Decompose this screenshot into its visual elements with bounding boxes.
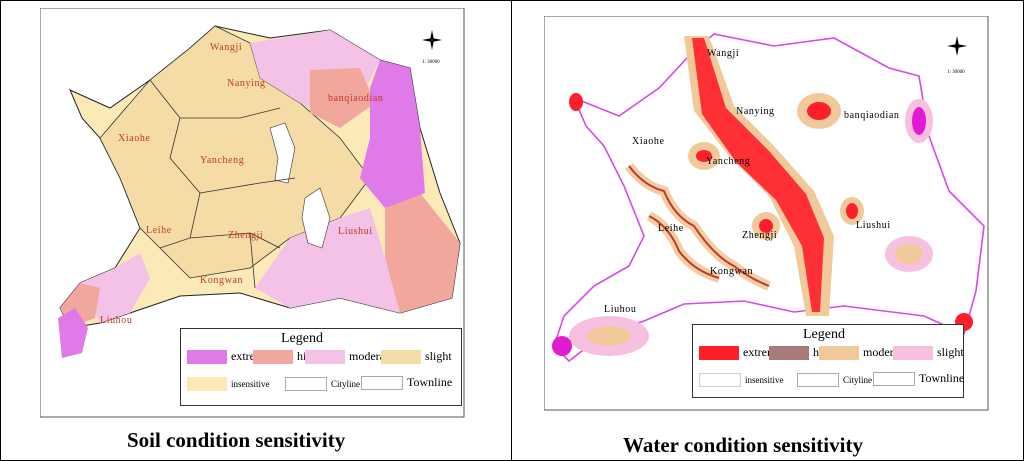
town-label: Liuhou [100, 315, 133, 326]
town-label: Kongwan [200, 275, 243, 286]
map-scale: 1: 30000 [422, 60, 440, 65]
legend-title: Legend [803, 327, 845, 342]
legend-swatch [893, 345, 933, 360]
town-label: Zhengji [742, 230, 777, 241]
legend-cityline: Cityline [797, 373, 872, 387]
patch-extreme [807, 102, 831, 120]
town-label: Leihe [658, 223, 684, 234]
river-channel [628, 165, 770, 287]
legend-title: Legend [281, 331, 323, 346]
legend-swatch [873, 371, 915, 386]
town-label: Yancheng [706, 156, 750, 167]
legend-swatch [819, 345, 859, 360]
patch-extreme [912, 107, 926, 135]
town-label: Liushui [338, 226, 373, 237]
region-extreme-east [360, 60, 425, 208]
map-scale: 1: 30000 [947, 70, 965, 75]
water-body [301, 187, 331, 249]
town-label: Kongwan [710, 266, 753, 277]
legend-cityline: Cityline [285, 377, 360, 391]
legend-swatch [253, 349, 293, 364]
town-label: banqiaodian [328, 93, 383, 104]
town-label: Leihe [146, 225, 172, 236]
town-label: Liuhou [604, 304, 637, 315]
town-label: Xiaohe [632, 136, 664, 147]
patch-extreme [696, 150, 712, 162]
region-high-east [385, 193, 460, 313]
soil-legend: Legend extreme high moderate slight inse… [180, 328, 462, 406]
legend-swatch [285, 377, 327, 391]
region-extreme-west [58, 308, 88, 358]
panel-divider [511, 0, 512, 461]
legend-swatch [187, 377, 227, 391]
region-moderate-south [255, 208, 400, 313]
legend-swatch [187, 349, 227, 364]
town-label: Liushui [856, 220, 891, 231]
patch-extreme [569, 93, 583, 111]
town-label: Zhengji [228, 230, 263, 241]
water-body [269, 122, 296, 184]
region-moderate-west [80, 253, 150, 323]
legend-swatch [797, 373, 839, 387]
town-label: Wangji [210, 42, 242, 53]
legend-swatch [305, 349, 345, 364]
town-label: Nanying [736, 106, 775, 117]
town-label: Yancheng [200, 155, 244, 166]
water-caption: Water condition sensitivity [623, 433, 863, 457]
legend-swatch [361, 375, 403, 390]
legend-swatch [699, 345, 739, 360]
town-label: banqiaodian [844, 110, 899, 121]
town-label: Xiaohe [118, 133, 150, 144]
town-label: Wangji [707, 48, 739, 59]
region-boundary [553, 33, 985, 363]
patch-moderate [895, 244, 923, 264]
soil-caption: Soil condition sensitivity [127, 428, 346, 452]
legend-swatch [699, 373, 741, 387]
legend-swatch [769, 345, 809, 360]
legend-slight: slight [381, 349, 452, 364]
legend-slight: slight [893, 345, 964, 360]
legend-townline: Townline [361, 375, 452, 390]
legend-townline: Townline [873, 371, 964, 386]
townline [149, 79, 296, 289]
water-legend: Legend extreme high moderate slight inse… [692, 324, 964, 398]
patch-moderate [587, 326, 631, 346]
region-high-north [310, 68, 375, 128]
town-label: Nanying [227, 78, 266, 89]
compass-icon [422, 30, 442, 50]
legend-insensitive: insensitive [187, 377, 270, 391]
patch-extreme [846, 203, 858, 219]
river-extreme [692, 38, 824, 312]
legend-insensitive: insensitive [699, 373, 784, 387]
compass-icon [947, 36, 967, 56]
patch-extreme [552, 336, 572, 356]
legend-swatch [381, 349, 421, 364]
patch-extreme [759, 219, 773, 233]
